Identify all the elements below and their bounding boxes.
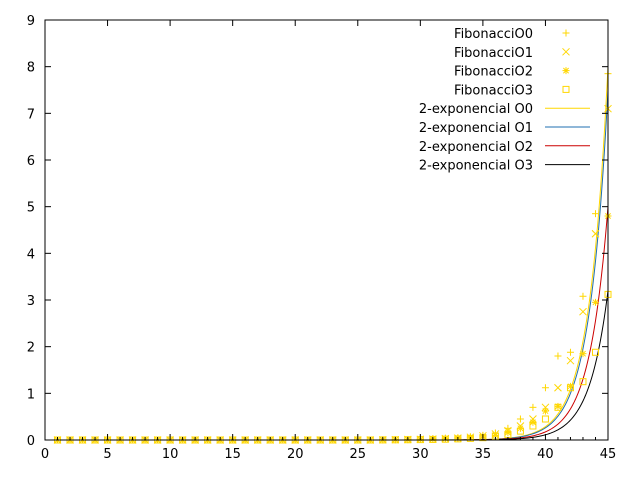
x-tick-label-8: 40 (537, 447, 554, 462)
point-1-43 (591, 229, 600, 238)
x-tick-label-6: 30 (412, 447, 429, 462)
point-3-30 (429, 435, 437, 443)
legend-label-7: 2-exponencial O3 (419, 159, 533, 174)
point-0-41 (566, 348, 574, 356)
legend-label-1: FibonacciO1 (454, 46, 533, 61)
x-tick-label-2: 10 (162, 447, 179, 462)
x-tick-label-3: 15 (224, 447, 241, 462)
legend-marker-0 (562, 29, 570, 37)
y-tick-label-5: 5 (27, 201, 35, 216)
y-tick-label-2: 2 (27, 341, 35, 356)
legend-marker-1 (562, 47, 570, 56)
y-tick-label-8: 8 (27, 61, 35, 76)
x-tick-label-0: 0 (41, 447, 49, 462)
x-tick-label-4: 20 (287, 447, 304, 462)
point-1-39 (541, 403, 550, 412)
curve-1 (45, 89, 608, 440)
point-3-43 (591, 348, 599, 356)
point-3-42 (579, 378, 587, 386)
point-3-32 (454, 435, 462, 443)
point-2-38 (529, 418, 537, 426)
point-3-41 (566, 384, 574, 392)
point-0-43 (591, 210, 599, 218)
y-tick-label-4: 4 (27, 247, 35, 262)
x-tick-label-1: 5 (103, 447, 111, 462)
point-3-33 (466, 434, 474, 442)
legend-label-4: 2-exponencial O0 (419, 102, 533, 117)
legend-marker-3 (562, 85, 570, 93)
x-tick-label-5: 25 (350, 447, 367, 462)
legend-marker-2 (562, 67, 570, 75)
point-2-39 (541, 407, 549, 415)
legend-label-0: FibonacciO0 (454, 27, 533, 42)
x-tick-label-7: 35 (475, 447, 492, 462)
point-3-31 (441, 435, 449, 443)
point-0-39 (541, 384, 549, 392)
legend: FibonacciO0 FibonacciO1 FibonacciO2 Fibonac… (419, 27, 590, 174)
legend-label-5: 2-exponencial O1 (419, 121, 533, 136)
point-2-41 (566, 382, 574, 390)
point-3-40 (554, 403, 562, 411)
point-2-43 (591, 298, 599, 306)
point-3-37 (516, 427, 524, 435)
point-1-41 (566, 356, 575, 365)
y-tick-label-0: 0 (27, 434, 35, 449)
y-tick-label-7: 7 (27, 107, 35, 122)
curve-3 (45, 290, 608, 440)
legend-label-6: 2-exponencial O2 (419, 140, 533, 155)
point-0-37 (516, 415, 524, 423)
legend-label-3: FibonacciO3 (454, 83, 533, 98)
point-1-42 (579, 307, 587, 316)
y-tick-label-9: 9 (27, 14, 35, 29)
x-tick-label-9: 45 (600, 447, 617, 462)
point-0-38 (529, 403, 537, 411)
y-tick-label-1: 1 (27, 387, 35, 402)
point-1-40 (554, 383, 562, 392)
point-2-42 (579, 350, 587, 358)
point-2-36 (504, 429, 512, 437)
y-tick-label-6: 6 (27, 154, 35, 169)
legend-label-2: FibonacciO2 (454, 65, 533, 80)
point-3-39 (541, 415, 549, 423)
y-tick-label-3: 3 (27, 294, 35, 309)
curves-layer (45, 66, 608, 440)
point-0-40 (554, 352, 562, 360)
point-3-38 (529, 422, 537, 430)
point-0-42 (579, 292, 587, 300)
plot-frame (44, 19, 609, 441)
curve-2 (45, 206, 608, 440)
